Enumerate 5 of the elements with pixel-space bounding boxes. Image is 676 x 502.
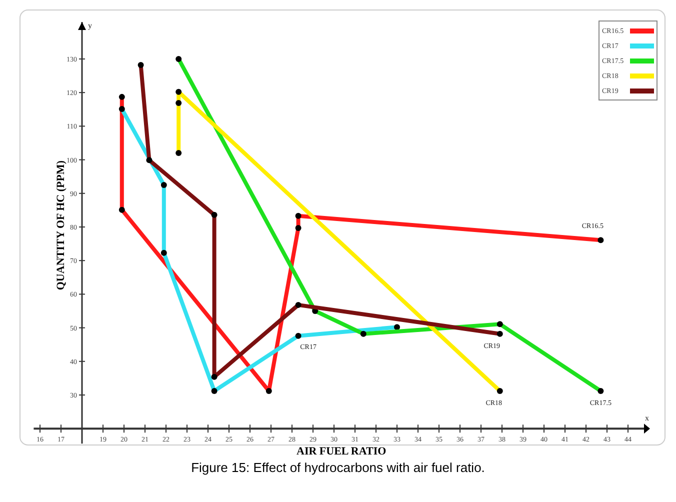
x-axis-title: AIR FUEL RATIO bbox=[296, 446, 387, 458]
text: Figure 15: Effect of hydrocarbons with air fuel ratio. bbox=[191, 460, 485, 475]
annotation: x bbox=[645, 414, 649, 423]
y-axis-title: QUANTITY OF HC (PPM) bbox=[55, 160, 67, 290]
annotation: y bbox=[88, 21, 92, 30]
